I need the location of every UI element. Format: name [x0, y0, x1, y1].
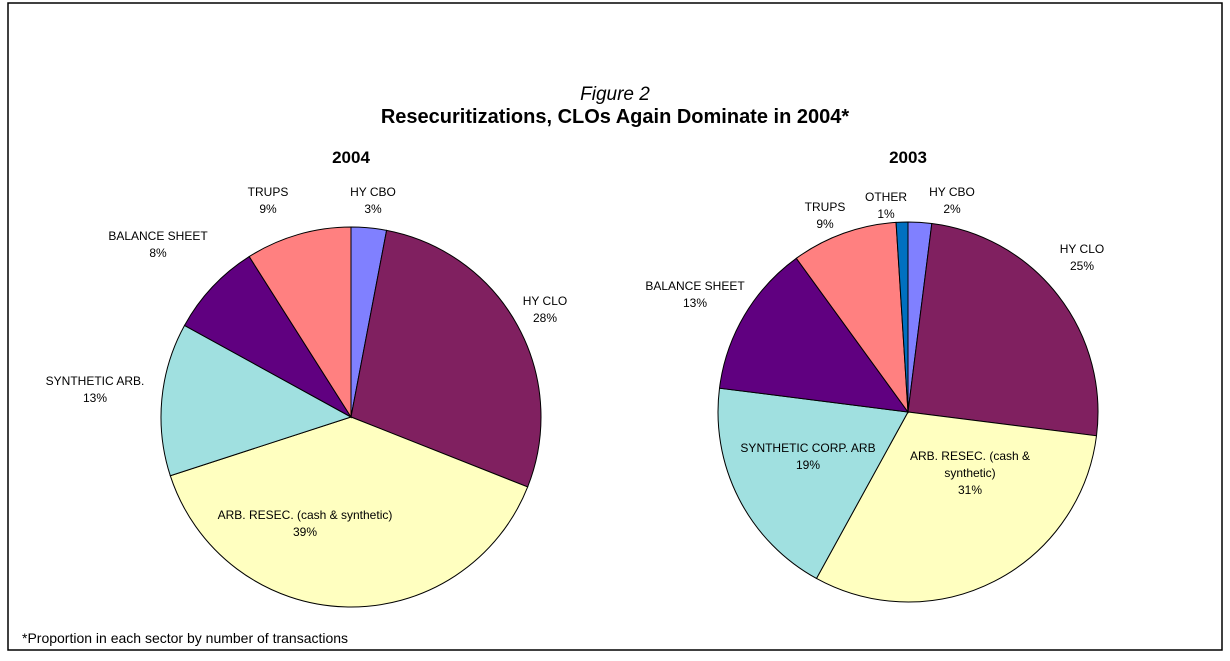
- figure-label: Figure 2: [580, 84, 650, 105]
- pie-slice: [248, 226, 352, 419]
- slice-label: HY CBO 2%: [929, 184, 975, 218]
- pie-slice: [169, 416, 529, 608]
- slice-label: ARB. RESEC. (cash & synthetic) 31%: [905, 448, 1035, 499]
- slice-label: SYNTHETIC CORP. ARB 19%: [740, 440, 875, 474]
- slice-label: TRUPS 9%: [248, 184, 289, 218]
- value-label: 19%: [795, 458, 821, 472]
- value-label: 8%: [149, 246, 167, 260]
- value-label: 39%: [292, 525, 318, 539]
- category-label: BALANCE SHEET: [108, 229, 208, 243]
- slice-label: TRUPS 9%: [805, 199, 846, 233]
- pie-slice: [795, 221, 909, 414]
- pie-slice: [160, 324, 353, 477]
- pie-title: 2004: [332, 148, 370, 167]
- frame: [7, 2, 1223, 651]
- value-label: 13%: [682, 296, 708, 310]
- pie-slice: [907, 222, 1099, 437]
- category-label: SYNTHETIC ARB.: [45, 374, 145, 388]
- category-label: TRUPS: [247, 185, 289, 199]
- value-label: 2%: [943, 202, 961, 216]
- chart-title: Resecuritizations, CLOs Again Dominate i…: [380, 106, 850, 128]
- category-label: ARB. RESEC. (cash & synthetic): [909, 449, 1031, 480]
- slice-label: SYNTHETIC ARB. 13%: [46, 373, 145, 407]
- category-label: HY CLO: [1059, 242, 1105, 256]
- category-label: OTHER: [865, 190, 907, 204]
- slice-label: HY CLO 28%: [523, 293, 567, 327]
- category-label: TRUPS: [804, 200, 846, 214]
- category-label: HY CBO: [929, 185, 975, 199]
- category-label: BALANCE SHEET: [645, 279, 745, 293]
- category-label: SYNTHETIC CORP. ARB: [740, 441, 876, 455]
- value-label: 1%: [877, 207, 895, 221]
- pie-slice: [183, 255, 352, 418]
- slice-label: ARB. RESEC. (cash & synthetic) 39%: [218, 507, 393, 541]
- pie-slice: [815, 411, 1098, 603]
- slice-label: HY CLO 25%: [1060, 241, 1104, 275]
- value-label: 3%: [364, 202, 382, 216]
- category-label: ARB. RESEC. (cash & synthetic): [217, 508, 393, 522]
- slice-label: BALANCE SHEET 8%: [108, 228, 207, 262]
- pie-slice: [717, 387, 909, 580]
- value-label: 28%: [532, 311, 558, 325]
- value-label: 25%: [1069, 259, 1095, 273]
- value-label: 13%: [82, 391, 108, 405]
- pie-slice: [895, 221, 909, 413]
- pie-slice: [718, 257, 910, 413]
- value-label: 9%: [259, 202, 277, 216]
- category-label: HY CLO: [522, 294, 568, 308]
- footnote: *Proportion in each sector by number of …: [22, 630, 349, 646]
- slice-label: OTHER 1%: [865, 189, 907, 223]
- category-label: HY CBO: [350, 185, 396, 199]
- value-label: 9%: [816, 217, 834, 231]
- value-label: 31%: [957, 483, 983, 497]
- pie-slice: [350, 229, 542, 488]
- pie-title: 2003: [889, 148, 927, 167]
- slice-label: BALANCE SHEET 13%: [645, 278, 744, 312]
- slice-label: HY CBO 3%: [350, 184, 396, 218]
